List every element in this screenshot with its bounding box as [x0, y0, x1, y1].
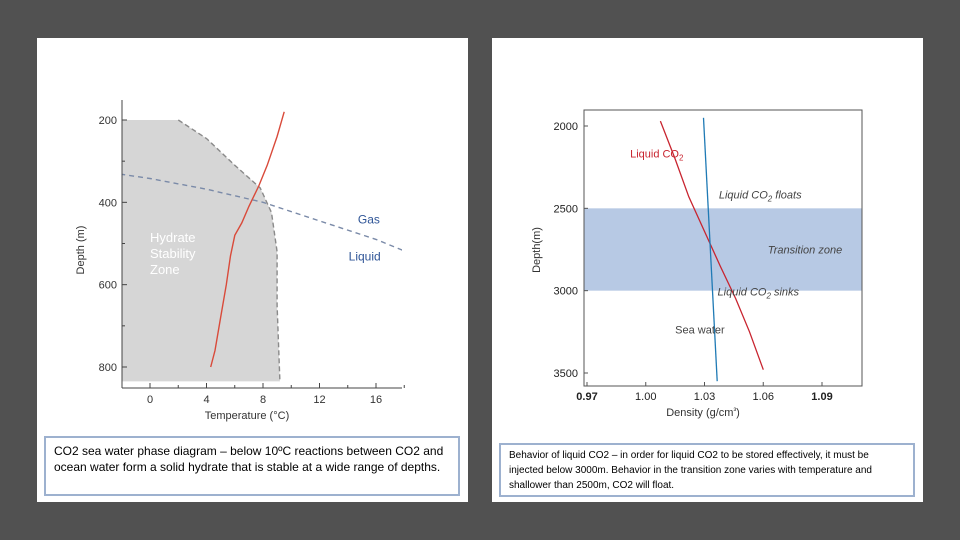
temperature-profile-line	[210, 111, 285, 368]
gas-label: Gas	[358, 213, 380, 227]
hydrate-zone-label: Zone	[150, 262, 180, 277]
y-axis-label: Depth(m)	[531, 227, 543, 273]
y-tick-label: 2000	[554, 121, 578, 133]
x-tick-label: 0	[147, 394, 153, 406]
plot-frame	[583, 109, 863, 387]
x-tick-label: 8	[260, 394, 266, 406]
sea-water-series-label: Sea water	[675, 324, 725, 336]
x-tick-label: 4	[203, 394, 209, 406]
y-tick-label: 200	[99, 115, 117, 127]
x-tick-label: 1.09	[811, 391, 832, 403]
x-tick-label: 16	[370, 394, 382, 406]
hydrate-zone-label: Stability	[150, 246, 196, 261]
liquid-co2-floats-label: Liquid CO2 floats	[719, 189, 802, 203]
transition-zone-label: Transition zone	[768, 245, 842, 257]
y-tick-label: 400	[99, 197, 117, 209]
liquid-label: Liquid	[349, 249, 381, 263]
hydrate-zone-boundary	[177, 119, 281, 382]
x-tick-label: 1.03	[694, 391, 715, 403]
y-tick-label: 600	[99, 280, 117, 292]
x-tick-label: 12	[313, 394, 325, 406]
hydrate-zone-region	[122, 120, 280, 382]
transition-zone-band	[584, 208, 862, 291]
liquid-co2-line	[659, 120, 764, 370]
caption-left: CO2 sea water phase diagram – below 10ºC…	[44, 436, 460, 496]
sea-water-line	[702, 117, 718, 382]
caption-right: Behavior of liquid CO2 – in order for li…	[499, 443, 915, 497]
y-tick-label: 2500	[554, 203, 578, 215]
y-tick-label: 3500	[554, 368, 578, 380]
x-axis-label: Temperature (°C)	[205, 410, 289, 422]
y-tick-label: 3000	[554, 286, 578, 298]
x-tick-label: 1.00	[635, 391, 656, 403]
hydrate-zone-label: Hydrate	[150, 230, 196, 245]
x-tick-label: 0.97	[576, 391, 597, 403]
gas-liquid-boundary-line	[122, 173, 402, 251]
liquid-co2-series-label: Liquid CO2	[630, 148, 684, 162]
x-tick-label: 1.06	[753, 391, 774, 403]
y-tick-label: 800	[99, 362, 117, 374]
y-axis-label: Depth (m)	[75, 226, 87, 275]
liquid-co2-sinks-label: Liquid CO2 sinks	[718, 287, 800, 301]
x-axis-label: Density (g/cm³)	[666, 406, 740, 419]
